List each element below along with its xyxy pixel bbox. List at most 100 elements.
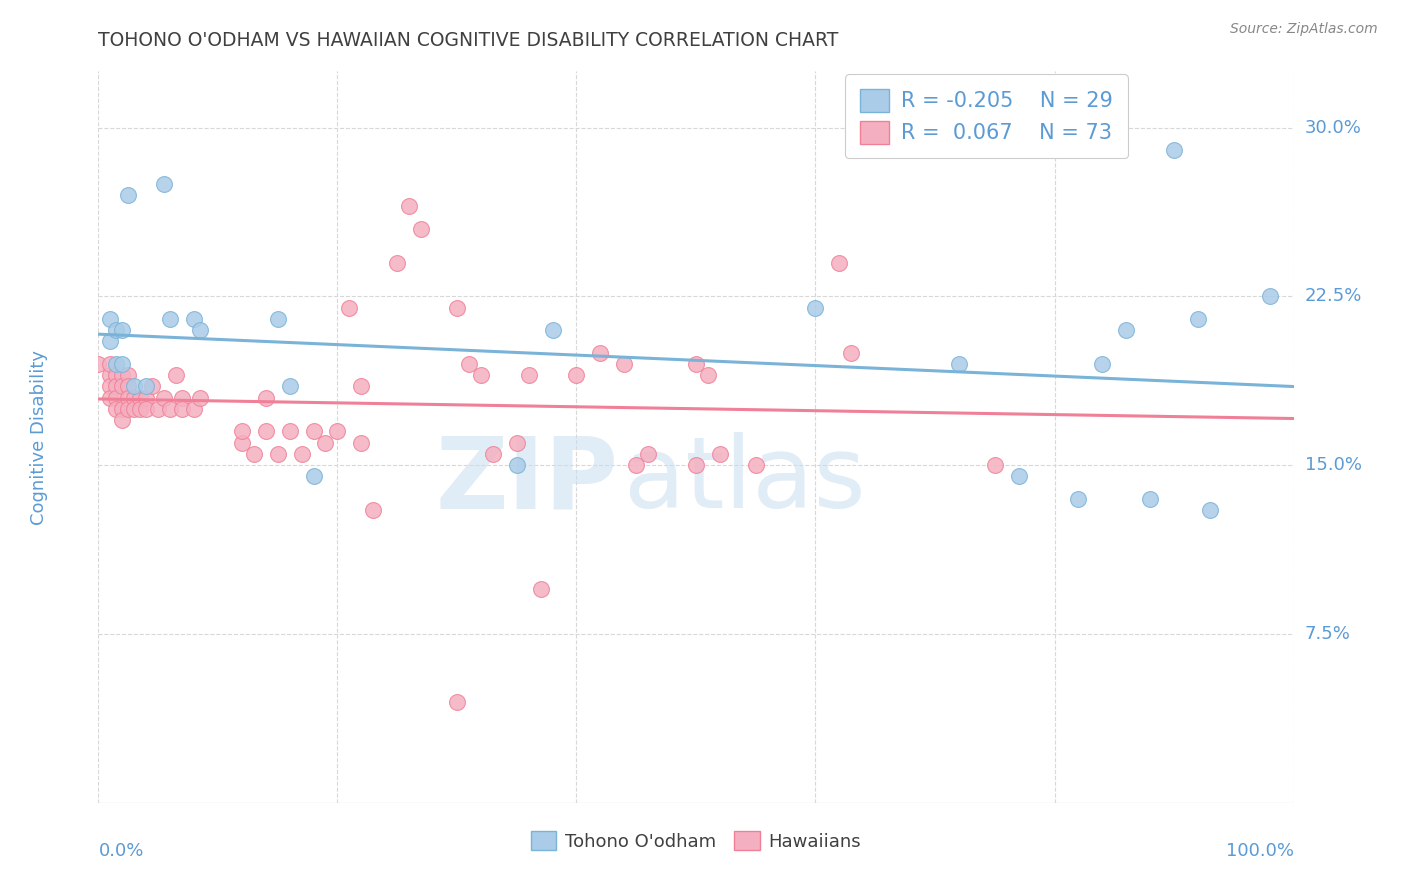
Point bbox=[267, 312, 290, 326]
Point bbox=[804, 301, 827, 315]
Point bbox=[350, 435, 373, 450]
Point bbox=[1163, 143, 1185, 157]
Point bbox=[1199, 503, 1222, 517]
Point bbox=[506, 458, 529, 473]
Point bbox=[613, 357, 636, 371]
Point bbox=[105, 357, 128, 371]
Point bbox=[841, 345, 863, 359]
Point bbox=[948, 357, 970, 371]
Point bbox=[243, 447, 266, 461]
Point bbox=[302, 469, 325, 483]
Point bbox=[98, 391, 122, 405]
Point bbox=[326, 425, 349, 439]
Text: Cognitive Disability: Cognitive Disability bbox=[30, 350, 48, 524]
Point bbox=[231, 435, 253, 450]
Point bbox=[350, 379, 373, 393]
Point bbox=[165, 368, 187, 383]
Point bbox=[117, 368, 139, 383]
Point bbox=[111, 401, 134, 416]
Point bbox=[105, 368, 128, 383]
Point bbox=[98, 368, 122, 383]
Point bbox=[530, 582, 553, 596]
Text: TOHONO O'ODHAM VS HAWAIIAN COGNITIVE DISABILITY CORRELATION CHART: TOHONO O'ODHAM VS HAWAIIAN COGNITIVE DIS… bbox=[98, 31, 839, 50]
Point bbox=[141, 379, 163, 393]
Text: ZIP: ZIP bbox=[436, 433, 619, 530]
Point bbox=[1008, 469, 1031, 483]
Point bbox=[111, 368, 134, 383]
Point bbox=[697, 368, 720, 383]
Point bbox=[1258, 289, 1281, 303]
Point bbox=[470, 368, 492, 383]
Legend: Tohono O'odham, Hawaiians: Tohono O'odham, Hawaiians bbox=[522, 822, 870, 860]
Point bbox=[517, 368, 540, 383]
Point bbox=[1139, 491, 1161, 506]
Point bbox=[278, 379, 301, 393]
Text: atlas: atlas bbox=[624, 433, 866, 530]
Point bbox=[1187, 312, 1209, 326]
Point bbox=[541, 323, 564, 337]
Point bbox=[745, 458, 768, 473]
Point bbox=[1115, 323, 1137, 337]
Point bbox=[709, 447, 731, 461]
Point bbox=[398, 199, 420, 213]
Point bbox=[446, 694, 468, 708]
Point bbox=[278, 425, 301, 439]
Point bbox=[117, 188, 139, 202]
Point bbox=[385, 255, 409, 269]
Point bbox=[363, 503, 385, 517]
Point bbox=[267, 447, 290, 461]
Point bbox=[339, 301, 361, 315]
Point bbox=[254, 391, 277, 405]
Point bbox=[254, 425, 277, 439]
Point bbox=[111, 323, 134, 337]
Text: 30.0%: 30.0% bbox=[1305, 119, 1361, 136]
Point bbox=[172, 391, 194, 405]
Point bbox=[315, 435, 337, 450]
Text: 15.0%: 15.0% bbox=[1305, 456, 1361, 475]
Point bbox=[117, 401, 139, 416]
Point bbox=[135, 379, 157, 393]
Point bbox=[685, 357, 707, 371]
Point bbox=[124, 391, 146, 405]
Point bbox=[98, 357, 122, 371]
Point bbox=[117, 391, 139, 405]
Point bbox=[129, 391, 152, 405]
Text: 100.0%: 100.0% bbox=[1226, 842, 1294, 860]
Point bbox=[458, 357, 481, 371]
Point bbox=[172, 401, 194, 416]
Point bbox=[105, 401, 128, 416]
Point bbox=[105, 391, 128, 405]
Point bbox=[135, 401, 157, 416]
Point bbox=[183, 312, 205, 326]
Point bbox=[153, 177, 176, 191]
Point bbox=[565, 368, 588, 383]
Point bbox=[98, 334, 122, 349]
Point bbox=[135, 391, 157, 405]
Point bbox=[984, 458, 1007, 473]
Point bbox=[111, 413, 134, 427]
Point bbox=[117, 379, 139, 393]
Point bbox=[98, 312, 122, 326]
Point bbox=[231, 425, 253, 439]
Point bbox=[589, 345, 612, 359]
Point bbox=[183, 401, 205, 416]
Text: Source: ZipAtlas.com: Source: ZipAtlas.com bbox=[1230, 22, 1378, 37]
Point bbox=[626, 458, 648, 473]
Point bbox=[188, 391, 211, 405]
Point bbox=[129, 401, 152, 416]
Point bbox=[481, 447, 505, 461]
Point bbox=[1091, 357, 1114, 371]
Text: 22.5%: 22.5% bbox=[1305, 287, 1362, 305]
Point bbox=[1067, 491, 1090, 506]
Point bbox=[506, 435, 529, 450]
Point bbox=[302, 425, 325, 439]
Point bbox=[828, 255, 851, 269]
Point bbox=[637, 447, 659, 461]
Point bbox=[291, 447, 314, 461]
Point bbox=[159, 312, 181, 326]
Point bbox=[124, 379, 146, 393]
Point bbox=[98, 379, 122, 393]
Point bbox=[188, 323, 211, 337]
Point bbox=[148, 401, 170, 416]
Point bbox=[105, 323, 128, 337]
